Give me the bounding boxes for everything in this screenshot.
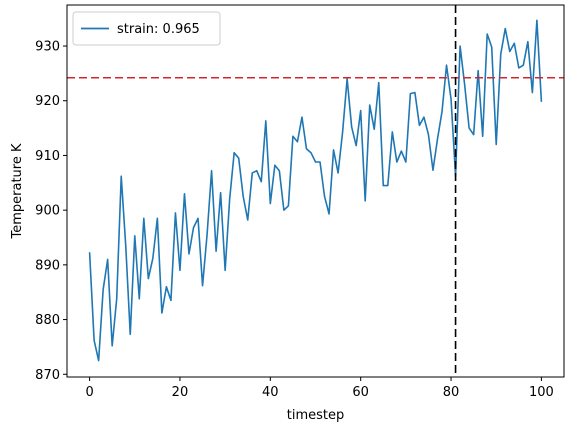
y-axis: 870 880 890 900 910 920 930 — [35, 40, 67, 383]
x-tick-label: 40 — [262, 385, 279, 400]
y-tick-label: 890 — [35, 258, 60, 273]
x-tick-label: 20 — [172, 385, 189, 400]
x-tick-label: 80 — [443, 385, 460, 400]
x-tick-label: 0 — [85, 385, 93, 400]
y-tick-label: 930 — [35, 40, 60, 55]
y-tick-label: 870 — [35, 368, 60, 383]
y-tick-label: 910 — [35, 149, 60, 164]
legend-label: strain: 0.965 — [117, 22, 200, 37]
y-axis-label: Temperature K — [10, 143, 25, 239]
legend-box — [72, 11, 221, 46]
plot-frame — [66, 4, 565, 378]
legend: strain: 0.965 — [72, 11, 221, 46]
x-axis: 0 20 40 60 80 100 — [85, 377, 554, 400]
plot-area — [67, 5, 564, 377]
y-tick-label: 900 — [35, 204, 60, 219]
series-line — [88, 19, 543, 362]
x-axis-label: timestep — [287, 408, 345, 423]
y-tick-label: 920 — [35, 94, 60, 109]
x-tick-label: 100 — [529, 385, 554, 400]
x-tick-label: 60 — [352, 385, 369, 400]
y-tick-label: 880 — [35, 313, 60, 328]
